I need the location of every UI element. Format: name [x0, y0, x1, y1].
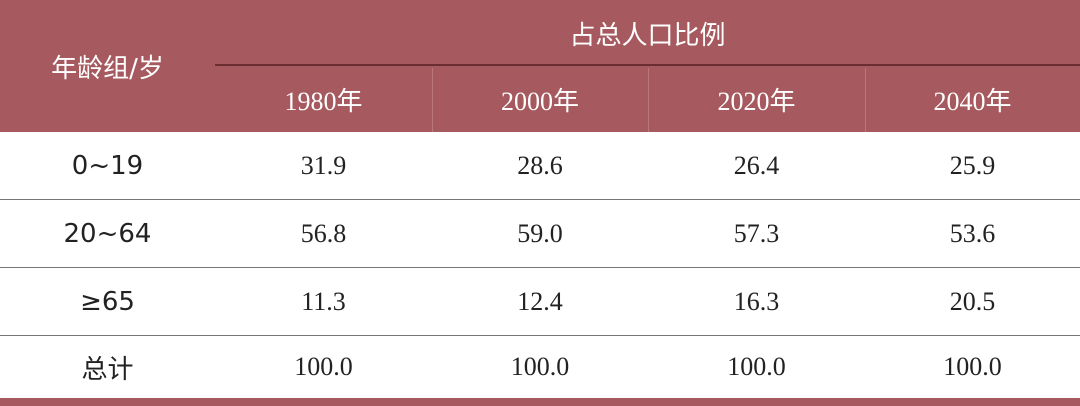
year-header: 2040年	[933, 86, 1012, 116]
table-cell: 11.3	[301, 287, 346, 316]
table-cell: 100.0	[943, 352, 1002, 381]
table-cell: 59.0	[517, 219, 563, 248]
row-label: 0~19	[71, 151, 144, 181]
table-cell: 28.6	[517, 151, 563, 180]
header-divider	[215, 64, 1080, 66]
row-divider	[0, 199, 1080, 200]
table-cell: 57.3	[733, 219, 780, 248]
column-separator	[865, 68, 866, 132]
table-cell: 16.3	[733, 287, 780, 316]
year-header: 1980年	[284, 86, 363, 116]
table-cell: 26.4	[733, 151, 780, 180]
column-separator	[648, 68, 649, 132]
group-label: 年龄组/岁	[51, 53, 164, 84]
table-cell: 25.9	[949, 151, 996, 180]
row-label: 20~64	[63, 219, 152, 249]
table-cell: 100.0	[727, 352, 786, 381]
row-label: 总计	[81, 354, 134, 385]
footer-band	[0, 398, 1080, 406]
row-label: ≥65	[80, 287, 135, 317]
table-cell: 12.4	[517, 287, 563, 316]
year-header: 2000年	[500, 86, 579, 116]
span-label: 占总人口比例	[569, 20, 726, 51]
header-band	[0, 0, 1080, 132]
table-cell: 31.9	[300, 151, 347, 180]
year-header: 2020年	[717, 86, 796, 116]
table-cell: 100.0	[510, 352, 570, 381]
row-divider	[0, 267, 1080, 268]
column-separator	[432, 68, 433, 132]
row-divider	[0, 335, 1080, 336]
table-cell: 20.5	[949, 287, 996, 316]
table-cell: 53.6	[949, 219, 996, 248]
table-cell: 56.8	[300, 219, 347, 248]
table-cell: 100.0	[294, 352, 353, 381]
